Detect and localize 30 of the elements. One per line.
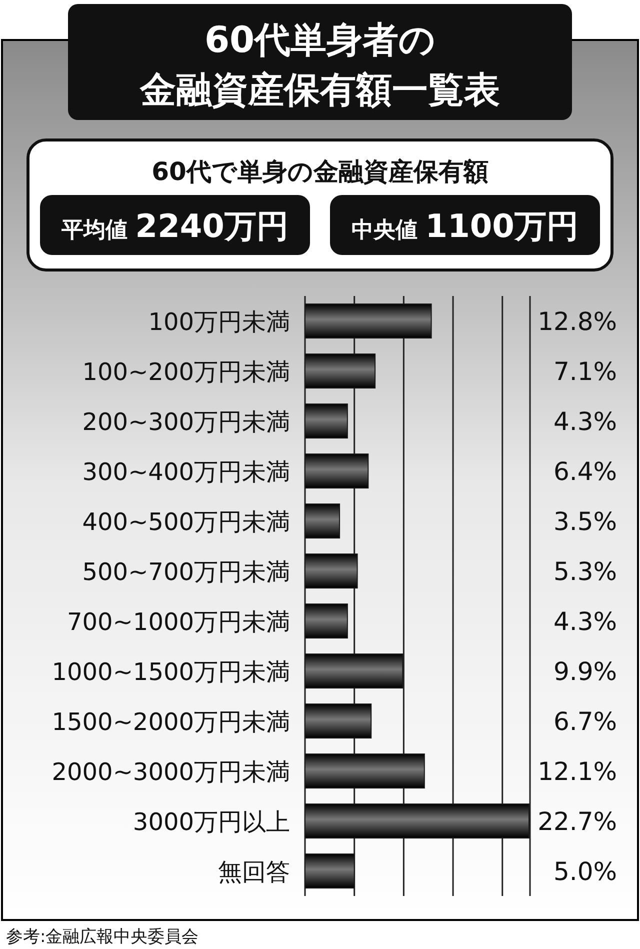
text: 60代で単身の金融資産保有額 [152, 157, 488, 186]
y-tick-label: 2000~3000万円未満 [52, 758, 290, 786]
y-tick-label: 3000万円以上 [132, 808, 290, 836]
y-tick-label: 1000~1500万円未満 [52, 658, 290, 686]
data-label: 7.1% [553, 357, 617, 386]
y-tick-label: 無回答 [218, 858, 290, 886]
data-label: 4.3% [553, 407, 617, 436]
y-tick-label: 1500~2000万円未満 [52, 708, 290, 736]
chart-subtitle: 金融資産保有額一覧表 [139, 70, 500, 111]
text: 中央値 1100万円 [352, 207, 578, 245]
y-tick-label: 300~400万円未満 [82, 458, 290, 486]
data-label: 6.4% [553, 457, 617, 486]
y-tick-label: 400~500万円未満 [82, 508, 290, 536]
data-label: 6.7% [553, 707, 617, 736]
y-tick-label: 200~300万円未満 [82, 408, 290, 436]
data-label: 5.3% [553, 557, 617, 586]
text: 平均値 2240万円 [60, 207, 288, 245]
data-label: 9.9% [553, 657, 617, 686]
data-label: 22.7% [538, 807, 617, 836]
y-tick-label: 700~1000万円未満 [67, 608, 290, 636]
y-tick-label: 100万円未満 [148, 308, 290, 336]
y-tick-label: 100~200万円未満 [82, 358, 290, 386]
data-label: 12.8% [538, 307, 617, 336]
text: 参考:金融広報中央委員会 [6, 927, 199, 947]
data-label: 4.3% [553, 607, 617, 636]
chart-title: 60代単身者の [204, 20, 436, 61]
data-label: 12.1% [538, 757, 617, 786]
y-tick-label: 500~700万円未満 [82, 558, 290, 586]
data-label: 5.0% [553, 857, 617, 886]
data-label: 3.5% [553, 507, 617, 536]
